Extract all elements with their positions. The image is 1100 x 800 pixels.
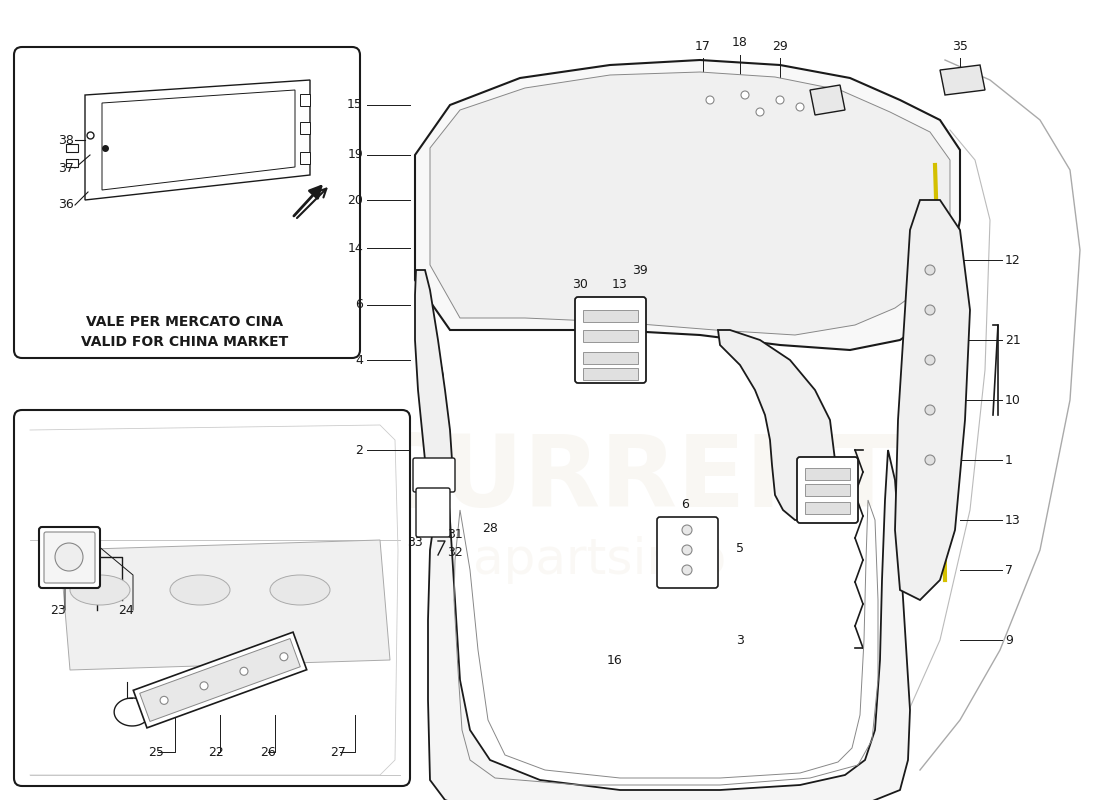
Text: VALE PER MERCATO CINA: VALE PER MERCATO CINA: [87, 315, 284, 329]
Bar: [66, 144, 78, 152]
Text: 3: 3: [736, 634, 744, 646]
Circle shape: [682, 565, 692, 575]
Text: 9: 9: [1005, 634, 1013, 646]
Bar: [583, 352, 638, 364]
Bar: [583, 330, 638, 342]
Ellipse shape: [55, 543, 82, 571]
Bar: [66, 159, 78, 167]
Polygon shape: [415, 270, 452, 490]
Text: 27: 27: [330, 746, 345, 759]
Text: 1: 1: [1005, 454, 1013, 466]
FancyBboxPatch shape: [14, 47, 360, 358]
Circle shape: [682, 545, 692, 555]
Text: apartsinfo: apartsinfo: [473, 536, 727, 584]
Text: eCURRENT: eCURRENT: [301, 431, 898, 529]
Text: 20: 20: [348, 194, 363, 206]
Text: 15: 15: [348, 98, 363, 111]
Text: 18: 18: [733, 37, 748, 50]
Text: 4: 4: [355, 354, 363, 366]
Bar: [300, 94, 310, 106]
FancyBboxPatch shape: [44, 532, 95, 583]
Circle shape: [200, 682, 208, 690]
FancyBboxPatch shape: [412, 458, 455, 492]
FancyBboxPatch shape: [39, 527, 100, 588]
Text: 13: 13: [612, 278, 628, 291]
Text: 6: 6: [681, 498, 689, 511]
Text: 23: 23: [50, 603, 66, 617]
Ellipse shape: [270, 575, 330, 605]
Text: 21: 21: [1005, 334, 1021, 346]
FancyBboxPatch shape: [798, 457, 858, 523]
Circle shape: [796, 103, 804, 111]
FancyBboxPatch shape: [416, 488, 450, 537]
Text: 17: 17: [695, 39, 711, 53]
Bar: [805, 502, 850, 514]
Polygon shape: [718, 330, 835, 520]
Circle shape: [741, 91, 749, 99]
Text: 25: 25: [148, 746, 164, 759]
Circle shape: [925, 405, 935, 415]
Polygon shape: [428, 450, 910, 800]
Polygon shape: [895, 200, 970, 600]
Text: 5: 5: [736, 542, 744, 554]
Text: 26: 26: [260, 746, 276, 759]
FancyBboxPatch shape: [575, 297, 646, 383]
Text: 32: 32: [447, 546, 463, 558]
FancyBboxPatch shape: [657, 517, 718, 588]
Polygon shape: [940, 65, 984, 95]
Text: 37: 37: [58, 162, 74, 174]
Circle shape: [925, 305, 935, 315]
Circle shape: [706, 96, 714, 104]
Circle shape: [279, 653, 288, 661]
Bar: [583, 310, 638, 322]
Polygon shape: [430, 72, 950, 335]
Circle shape: [682, 525, 692, 535]
Circle shape: [776, 96, 784, 104]
Text: 13: 13: [1005, 514, 1021, 526]
Circle shape: [161, 696, 168, 704]
Circle shape: [925, 455, 935, 465]
Text: 2: 2: [355, 443, 363, 457]
Text: 7: 7: [1005, 563, 1013, 577]
Text: 38: 38: [58, 134, 74, 146]
Polygon shape: [140, 638, 300, 722]
Bar: [300, 152, 310, 164]
Circle shape: [756, 108, 764, 116]
Polygon shape: [415, 60, 960, 350]
Ellipse shape: [70, 575, 130, 605]
Bar: [300, 122, 310, 134]
Bar: [805, 468, 850, 480]
Circle shape: [925, 265, 935, 275]
Text: 6: 6: [355, 298, 363, 311]
Polygon shape: [60, 540, 390, 670]
Text: 33: 33: [407, 535, 422, 549]
Circle shape: [925, 355, 935, 365]
Circle shape: [240, 667, 248, 675]
Text: 19: 19: [348, 149, 363, 162]
Polygon shape: [810, 85, 845, 115]
Bar: [583, 368, 638, 380]
Text: 39: 39: [632, 263, 648, 277]
Text: 29: 29: [772, 39, 788, 53]
FancyBboxPatch shape: [14, 410, 410, 786]
Text: 28: 28: [482, 522, 498, 534]
Text: 10: 10: [1005, 394, 1021, 406]
Text: 16: 16: [607, 654, 623, 666]
Text: 36: 36: [58, 198, 74, 211]
Text: 24: 24: [118, 603, 134, 617]
Text: 12: 12: [1005, 254, 1021, 266]
Text: 30: 30: [572, 278, 587, 291]
Text: 22: 22: [208, 746, 223, 759]
Bar: [805, 484, 850, 496]
Polygon shape: [133, 632, 307, 728]
Ellipse shape: [170, 575, 230, 605]
Text: 31: 31: [447, 529, 463, 542]
Text: 35: 35: [953, 39, 968, 53]
Text: VALID FOR CHINA MARKET: VALID FOR CHINA MARKET: [81, 335, 288, 349]
Text: 14: 14: [348, 242, 363, 254]
